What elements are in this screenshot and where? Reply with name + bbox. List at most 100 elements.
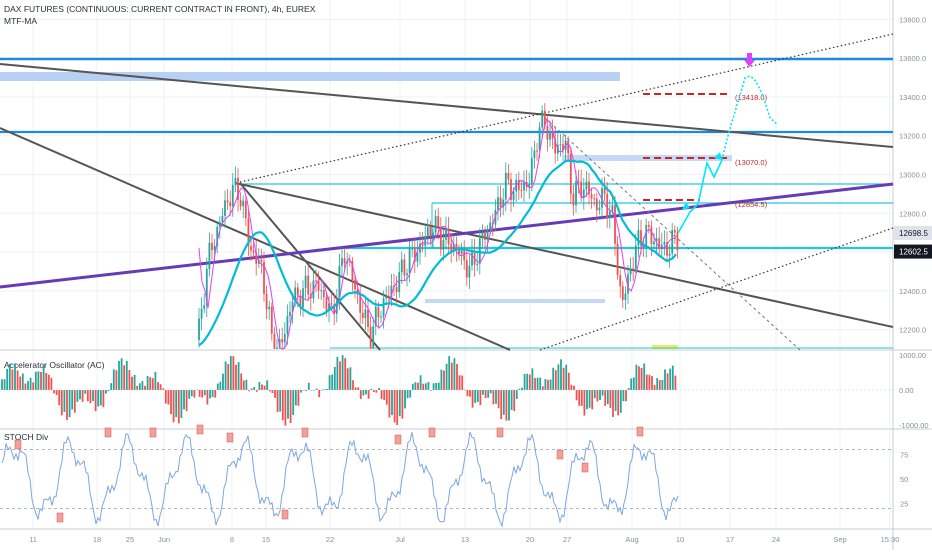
- candle-body: [242, 200, 245, 207]
- candle-body: [642, 245, 645, 248]
- ac-bar: [281, 390, 284, 421]
- ac-bar: [453, 358, 456, 390]
- candle-body: [572, 193, 575, 206]
- candle-body: [234, 177, 237, 185]
- ac-bar: [458, 375, 461, 390]
- ac-bar: [544, 379, 547, 390]
- ac-bar: [521, 387, 523, 390]
- trend-line: [234, 182, 894, 328]
- candle-body: [567, 140, 570, 154]
- ac-bar: [640, 367, 643, 390]
- ac-bar: [198, 390, 201, 397]
- candle-body: [452, 243, 455, 252]
- candle-body: [322, 290, 325, 298]
- candles: [198, 103, 679, 349]
- ac-bar: [120, 358, 123, 390]
- price-badge-label: 12602.5: [899, 248, 928, 257]
- oscillator-tick-label: 0.00: [899, 386, 914, 395]
- ac-bar: [549, 379, 552, 390]
- ac-bar: [141, 381, 144, 390]
- ac-bar: [136, 385, 139, 390]
- ac-bar: [71, 390, 74, 410]
- shaded-zone: [0, 72, 620, 81]
- candle-body: [650, 226, 653, 245]
- candle-body: [450, 244, 453, 252]
- time-tick-label: 15:30: [881, 535, 900, 544]
- ac-bar: [635, 364, 638, 390]
- candle-body: [351, 261, 354, 280]
- ac-bar: [352, 380, 354, 390]
- candle-body: [629, 268, 632, 275]
- ac-bar: [92, 390, 94, 402]
- forecast-path: [677, 159, 723, 234]
- ac-bar: [497, 390, 500, 409]
- ac-bar: [214, 390, 217, 398]
- candle-body: [442, 239, 445, 250]
- divergence-marker: [56, 512, 64, 523]
- candle-body: [367, 309, 369, 328]
- ac-bar: [185, 390, 188, 412]
- candle-body: [226, 200, 229, 203]
- candle-body: [530, 158, 533, 185]
- candle-body: [364, 309, 367, 318]
- ac-bar: [588, 390, 591, 408]
- ac-bar: [29, 377, 32, 390]
- ac-bar: [349, 367, 352, 390]
- ac-bar: [606, 390, 609, 405]
- ac-bar: [3, 379, 6, 390]
- ac-bar: [591, 390, 594, 410]
- ac-bar: [380, 390, 383, 400]
- ac-bar: [183, 390, 185, 410]
- candle-body: [523, 181, 525, 191]
- candle-body: [231, 184, 234, 207]
- ac-bar: [370, 388, 373, 390]
- ac-bar: [97, 390, 100, 407]
- ac-bar: [500, 390, 503, 420]
- candle-body: [213, 245, 216, 251]
- candle-body: [335, 300, 338, 314]
- ac-bar: [492, 390, 495, 405]
- ac-bar: [242, 380, 245, 390]
- oscillator-tick-label: 1000.00: [899, 351, 926, 360]
- candle-body: [296, 287, 299, 296]
- ac-bar: [268, 390, 271, 392]
- divergence-marker: [14, 439, 22, 450]
- ac-bar: [346, 368, 349, 390]
- candle-body: [473, 250, 476, 265]
- ac-bar: [151, 378, 154, 390]
- ac-bar: [58, 390, 61, 406]
- ac-bar: [112, 369, 115, 390]
- ac-bar: [323, 389, 326, 390]
- ac-bar: [669, 368, 672, 390]
- candle-body: [356, 289, 359, 295]
- ac-bar: [105, 390, 107, 394]
- candle-body: [468, 265, 471, 278]
- candle-body: [283, 334, 286, 343]
- ac-bar: [435, 383, 438, 390]
- stochastic-line: [1, 431, 679, 528]
- candle-body: [611, 205, 614, 212]
- ac-bar: [84, 390, 87, 394]
- ac-bar: [40, 372, 42, 390]
- candle-body: [502, 199, 505, 208]
- candle-body: [385, 296, 388, 299]
- ac-bar: [310, 390, 313, 391]
- divergence-marker: [149, 427, 157, 438]
- ac-bar: [586, 390, 588, 410]
- candle-body: [406, 273, 408, 276]
- candle-body: [270, 306, 273, 334]
- candle-body: [398, 272, 401, 293]
- shaded-zone: [425, 299, 605, 303]
- time-tick-label: 10: [676, 535, 684, 544]
- candle-body: [634, 245, 637, 269]
- ac-bar: [305, 390, 308, 391]
- ac-bar: [495, 390, 497, 404]
- ac-bar: [232, 356, 235, 390]
- ac-bar: [211, 390, 214, 398]
- ac-bar: [21, 373, 24, 390]
- candle-body: [546, 125, 549, 140]
- candle-body: [512, 191, 515, 200]
- ac-bar: [445, 363, 448, 390]
